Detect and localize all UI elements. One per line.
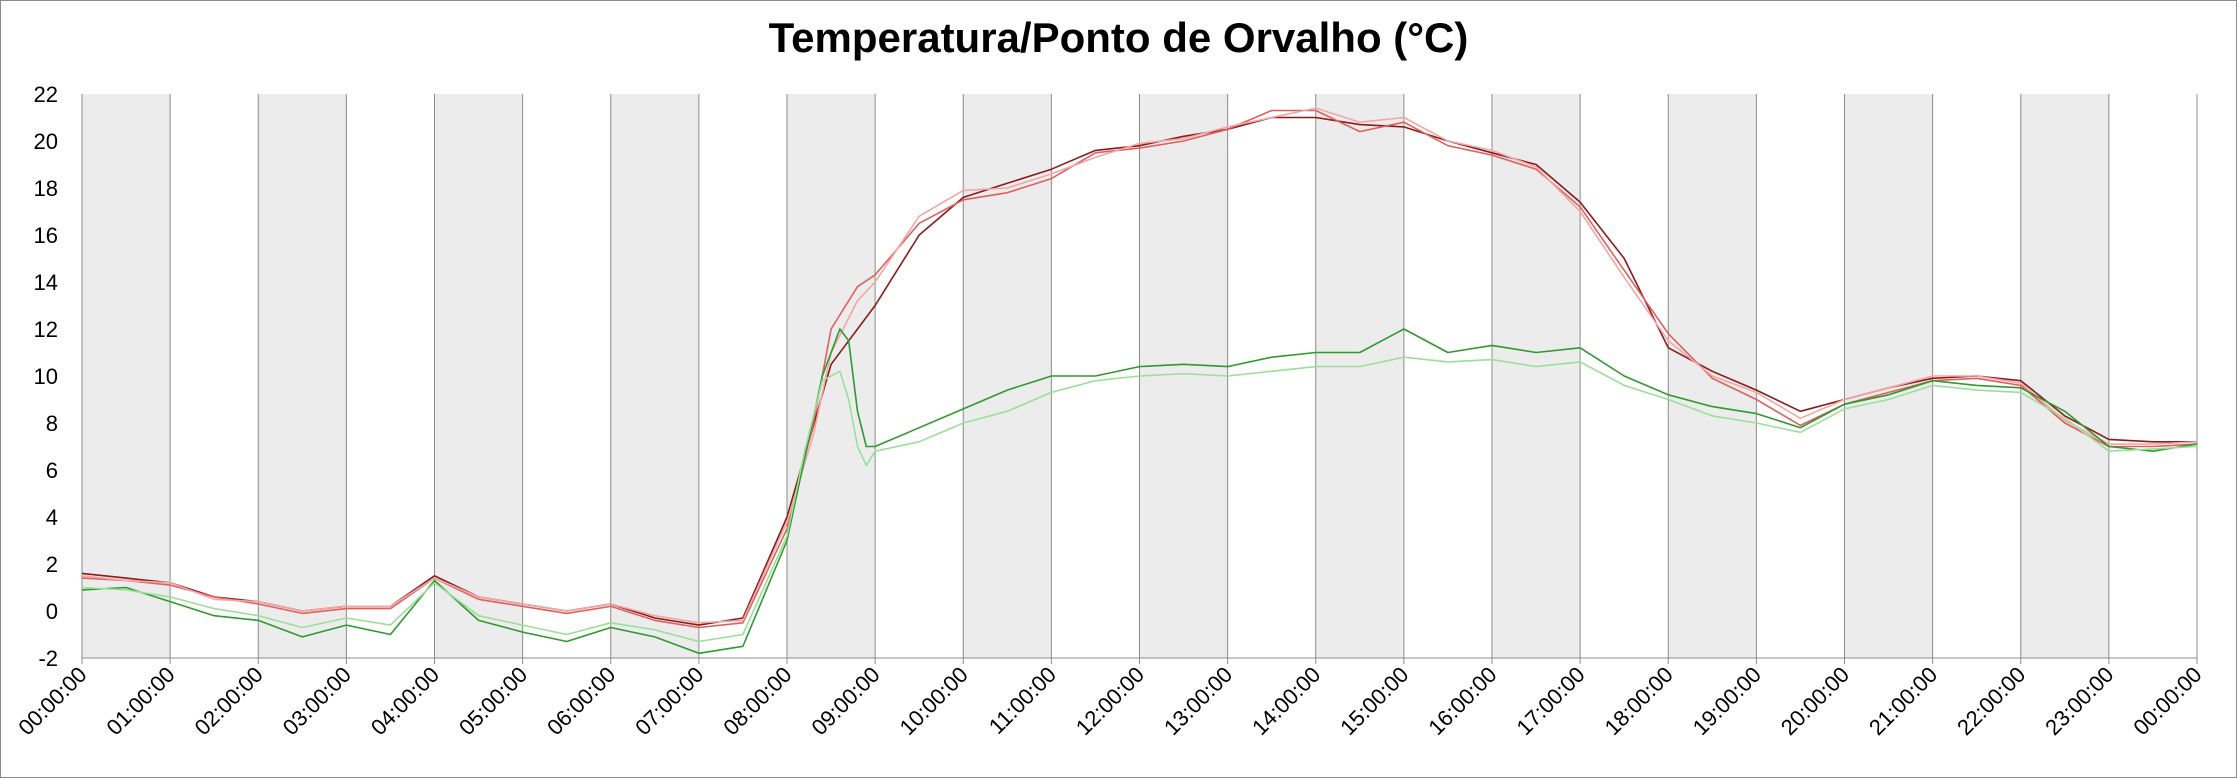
hour-band [82, 94, 171, 658]
x-tick-label: 13:00:00 [1159, 662, 1237, 740]
x-tick-label: 16:00:00 [1423, 662, 1501, 740]
y-tick-label: 14 [34, 270, 58, 295]
y-tick-label: 20 [34, 129, 58, 154]
hour-band [1315, 94, 1404, 658]
x-tick-label: 11:00:00 [984, 662, 1061, 739]
x-tick-label: 21:00:00 [1864, 662, 1942, 740]
x-tick-label: 00:00:00 [13, 662, 91, 740]
chart-title: Temperatura/Ponto de Orvalho (°C) [768, 14, 1469, 61]
x-tick-label: 02:00:00 [190, 662, 268, 740]
x-tick-label: 03:00:00 [278, 662, 356, 740]
hour-band [1492, 94, 1581, 658]
x-tick-label: 00:00:00 [2128, 662, 2206, 740]
y-tick-label: 0 [46, 599, 58, 624]
y-tick-label: 16 [34, 223, 58, 248]
x-tick-label: 04:00:00 [366, 662, 444, 740]
hour-band [2020, 94, 2109, 658]
x-tick-label: 08:00:00 [718, 662, 796, 740]
series-line-temp_light [81, 107, 2198, 624]
y-tick-label: 6 [46, 458, 58, 483]
hour-band [610, 94, 699, 658]
hour-band [1844, 94, 1933, 658]
y-tick-label: 4 [46, 505, 58, 530]
x-tick-label: 17:00:00 [1511, 662, 1589, 740]
series-line-dew_dark [81, 328, 2198, 655]
y-tick-label: 8 [46, 411, 58, 436]
x-tick-label: 10:00:00 [895, 662, 973, 740]
y-tick-label: 2 [46, 552, 58, 577]
x-tick-label: 18:00:00 [1600, 662, 1678, 740]
x-tick-label: 23:00:00 [2040, 662, 2118, 740]
x-tick-label: 19:00:00 [1688, 662, 1766, 740]
x-tick-label: 20:00:00 [1776, 662, 1854, 740]
x-tick-label: 22:00:00 [1952, 662, 2030, 740]
y-tick-label: 10 [34, 364, 58, 389]
x-tick-label: 07:00:00 [630, 662, 708, 740]
x-tick-label: 15:00:00 [1335, 662, 1413, 740]
series-line-dew_light [81, 356, 2198, 643]
x-tick-label: 05:00:00 [454, 662, 532, 740]
y-tick-label: -2 [38, 646, 58, 671]
y-tick-label: 12 [34, 317, 58, 342]
y-tick-label: 22 [34, 82, 58, 107]
x-tick-label: 12:00:00 [1071, 662, 1149, 740]
x-tick-label: 06:00:00 [542, 662, 620, 740]
x-tick-label: 14:00:00 [1247, 662, 1325, 740]
x-tick-label: 01:00:00 [101, 662, 179, 740]
y-tick-label: 18 [34, 176, 58, 201]
hour-band [258, 94, 347, 658]
hour-band [434, 94, 523, 658]
x-tick-label: 09:00:00 [806, 662, 884, 740]
